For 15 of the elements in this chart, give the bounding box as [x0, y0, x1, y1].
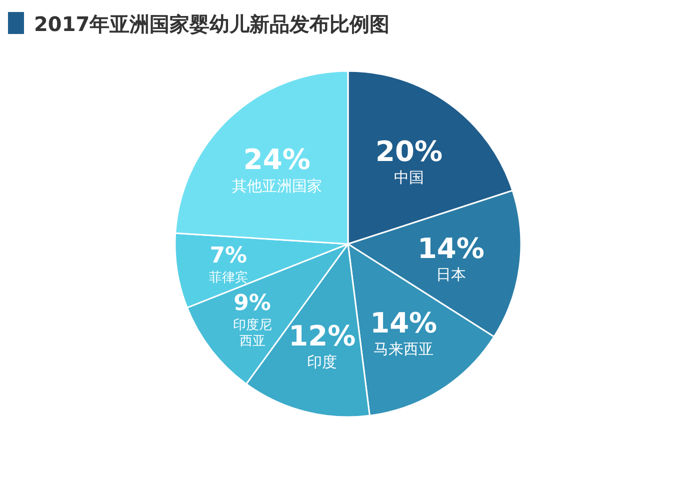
slice-label: 其他亚洲国家 — [232, 176, 322, 195]
data-label: 14% — [370, 306, 438, 340]
data-label: 9% — [234, 290, 271, 316]
data-label: 24% — [243, 143, 310, 176]
data-label: 20% — [375, 134, 443, 168]
slice-label: 日本 — [436, 266, 466, 284]
slice-label: 马来西亚 — [374, 340, 434, 358]
data-label: 7% — [210, 244, 248, 269]
data-label: 12% — [288, 319, 356, 352]
chart-title: 2017年亚洲国家婴幼儿新品发布比例图 — [34, 12, 390, 36]
slice-label: 印度尼西亚 — [232, 316, 272, 349]
slice-label: 印度 — [307, 353, 338, 372]
slice-label: 中国 — [394, 168, 424, 187]
data-label: 14% — [417, 232, 484, 265]
slice-label: 菲律宾 — [208, 270, 248, 286]
